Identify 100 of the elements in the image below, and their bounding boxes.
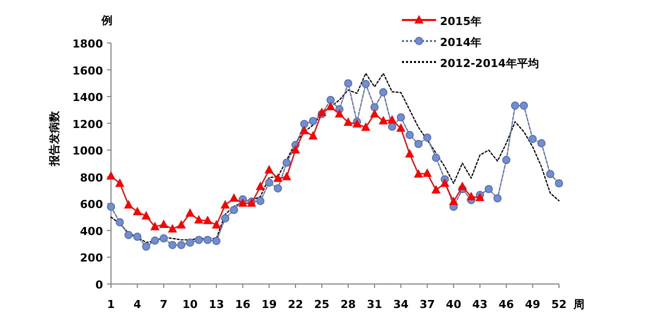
x-tick-label: 31 (366, 298, 382, 311)
point (370, 103, 379, 112)
x-tick-label: 37 (420, 298, 435, 311)
point (484, 184, 493, 194)
point (124, 230, 133, 240)
point (520, 102, 528, 110)
point (510, 102, 520, 110)
point (150, 236, 160, 245)
x-tick-label: 1 (107, 298, 115, 311)
point (160, 234, 168, 242)
point (502, 156, 510, 164)
point (379, 88, 388, 96)
point (274, 184, 282, 193)
y-tick-label: 1400 (72, 91, 104, 104)
y-axis-title: 报告发病数 (48, 110, 61, 167)
point (256, 182, 265, 190)
x-tick-label: 46 (498, 298, 514, 311)
point (212, 236, 221, 246)
x-tick-label: 34 (393, 298, 409, 311)
point (106, 171, 116, 180)
point (150, 222, 160, 230)
point (326, 96, 335, 104)
point (300, 120, 308, 128)
point (449, 196, 458, 206)
y-tick-label: 200 (80, 252, 104, 265)
legend-label: 2015年 (440, 15, 482, 28)
point (414, 140, 423, 148)
point (115, 178, 124, 187)
point (388, 122, 396, 131)
point (132, 206, 142, 216)
point (396, 113, 405, 122)
x-tick-label: 13 (208, 298, 224, 311)
legend-label: 2012-2014年平均 (440, 57, 539, 70)
y-tick-label: 0 (95, 278, 104, 292)
point (528, 134, 537, 144)
point (177, 240, 186, 250)
point (106, 202, 116, 211)
point (458, 182, 467, 190)
x-tick-label: 52 (551, 298, 567, 311)
y-tick-label: 1600 (72, 64, 104, 78)
y-tick-label: 1200 (72, 118, 104, 131)
y-tick-label: 400 (80, 224, 104, 238)
point (220, 200, 230, 209)
point (308, 116, 318, 126)
point (282, 172, 292, 180)
point (388, 114, 397, 124)
point (116, 218, 124, 226)
point (186, 208, 195, 217)
point (176, 220, 186, 228)
x-tick-label: 10 (182, 298, 198, 311)
point (168, 224, 177, 232)
x-tick-label: 49 (524, 298, 540, 311)
point (264, 165, 274, 174)
point (440, 178, 450, 187)
point (290, 144, 300, 154)
point (124, 200, 134, 209)
x-tick-label: 28 (340, 298, 356, 311)
point (378, 116, 388, 124)
x-tick-label: 7 (160, 298, 168, 311)
point (221, 214, 230, 222)
point (203, 216, 212, 224)
point (256, 196, 264, 206)
x-tick-label: 22 (288, 298, 304, 311)
point (423, 134, 432, 142)
point (194, 215, 204, 224)
y-tick-label: 600 (80, 198, 104, 212)
point (142, 210, 151, 220)
point (406, 130, 414, 140)
y-tick-label: 1000 (72, 144, 104, 158)
point (265, 178, 274, 187)
point (370, 108, 380, 118)
point (282, 158, 291, 167)
y-tick-label: 800 (80, 171, 104, 184)
point (204, 236, 212, 244)
point (537, 139, 546, 148)
x-tick-label: 25 (314, 298, 330, 311)
x-axis-title: 周 (572, 298, 584, 311)
point (186, 238, 194, 247)
x-tick-label: 4 (134, 298, 142, 311)
point (546, 170, 554, 178)
point (238, 198, 248, 207)
x-tick-label: 19 (261, 298, 277, 311)
point (396, 123, 406, 132)
point (168, 240, 177, 250)
text: 例 (100, 14, 112, 27)
point (334, 108, 344, 118)
point (133, 232, 142, 241)
x-tick-label: 43 (472, 298, 488, 311)
point (554, 179, 564, 188)
point (344, 117, 353, 126)
point (212, 220, 221, 228)
point (414, 169, 423, 178)
point (362, 80, 370, 88)
point (432, 154, 440, 162)
point (344, 79, 352, 88)
point (142, 242, 150, 251)
x-tick-label: 16 (235, 298, 251, 311)
point (308, 131, 318, 140)
point (405, 148, 414, 158)
legend-label: 2014年 (440, 36, 482, 49)
